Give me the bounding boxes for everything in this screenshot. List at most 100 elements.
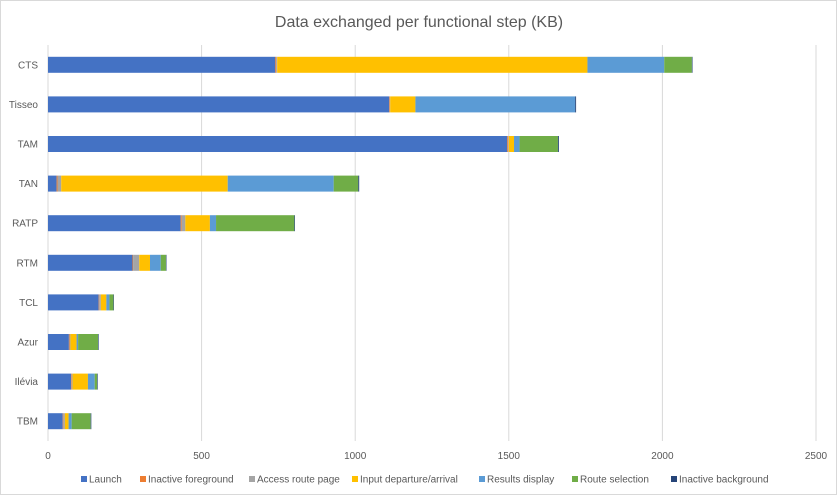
bar-segment bbox=[160, 254, 166, 271]
bar-segment bbox=[507, 136, 509, 152]
bar-segment bbox=[63, 413, 65, 430]
bar-segment bbox=[294, 215, 295, 232]
bar-segment bbox=[90, 413, 92, 430]
bar-segment bbox=[358, 175, 360, 192]
x-tick-label: 0 bbox=[45, 451, 51, 462]
category-label: Azur bbox=[17, 338, 38, 349]
category-label: CTS bbox=[18, 60, 38, 71]
bar-segment bbox=[106, 294, 110, 311]
bar-segment bbox=[276, 56, 278, 73]
legend-label: Inactive foreground bbox=[148, 475, 234, 486]
bar-segment bbox=[48, 175, 57, 192]
legend-swatch bbox=[81, 476, 87, 482]
category-label: TBM bbox=[17, 417, 38, 428]
bar-segment bbox=[514, 136, 520, 152]
category-label: Ilévia bbox=[15, 377, 39, 388]
category-axis: CTS Tisseo TAM TAN RATP RTM TCL Azur Ilévia TBM bbox=[9, 60, 39, 427]
bar-segment bbox=[48, 373, 72, 390]
bar-segment bbox=[113, 294, 114, 311]
legend-swatch bbox=[352, 476, 358, 482]
chart-title: Data exchanged per functional step (KB) bbox=[275, 14, 563, 31]
bar-segment bbox=[227, 175, 334, 192]
bar-segment bbox=[71, 373, 72, 390]
bar-segment bbox=[133, 254, 140, 271]
bar-segment bbox=[78, 334, 99, 350]
bar-segment bbox=[68, 413, 72, 430]
bar-segment bbox=[64, 413, 69, 430]
value-axis: 0 500 1000 1500 2000 2500 bbox=[45, 451, 827, 462]
category-label: TAN bbox=[19, 179, 38, 190]
bars bbox=[48, 56, 693, 430]
x-tick-label: 2500 bbox=[805, 451, 828, 462]
bar-segment bbox=[72, 373, 88, 390]
bar-segment bbox=[48, 136, 508, 152]
bar-segment bbox=[415, 96, 576, 113]
bar-segment bbox=[48, 96, 389, 113]
legend-swatch bbox=[572, 476, 578, 482]
bar-segment bbox=[508, 136, 509, 152]
bar-segment bbox=[664, 56, 692, 73]
bar-segment bbox=[70, 334, 77, 350]
bar-segment bbox=[180, 215, 182, 232]
bar-segment bbox=[62, 413, 64, 430]
category-label: RATP bbox=[12, 219, 38, 230]
bar-segment bbox=[98, 334, 99, 350]
bar-segment bbox=[181, 215, 186, 232]
bar-segment bbox=[87, 373, 95, 390]
legend-swatch bbox=[671, 476, 677, 482]
legend-label: Inactive background bbox=[679, 475, 769, 486]
bar-segment bbox=[389, 96, 391, 113]
bar-segment bbox=[132, 254, 134, 271]
category-label: TAM bbox=[18, 140, 38, 151]
legend-swatch bbox=[140, 476, 146, 482]
bar-segment bbox=[557, 136, 559, 152]
bar-segment bbox=[275, 56, 277, 73]
x-tick-label: 1000 bbox=[344, 451, 367, 462]
legend-label: Results display bbox=[487, 475, 554, 486]
bar-segment bbox=[76, 334, 79, 350]
bar-segment bbox=[48, 413, 63, 430]
bar-segment bbox=[109, 294, 114, 311]
x-tick-label: 2000 bbox=[651, 451, 674, 462]
bar-segment bbox=[277, 56, 588, 73]
legend-swatch bbox=[479, 476, 485, 482]
category-label: RTM bbox=[17, 258, 38, 269]
legend-label: Launch bbox=[89, 475, 122, 486]
legend-label: Route selection bbox=[580, 475, 649, 486]
legend: Launch Inactive foreground Access route pa… bbox=[81, 475, 769, 486]
bar-segment bbox=[691, 56, 693, 73]
bar-segment bbox=[94, 373, 98, 390]
bar-segment bbox=[139, 254, 150, 271]
bar-segment bbox=[165, 254, 167, 271]
bar-segment bbox=[69, 334, 71, 350]
bar-segment bbox=[209, 215, 217, 232]
bar-segment bbox=[100, 294, 107, 311]
bar-segment bbox=[56, 175, 58, 192]
legend-label: Access route page bbox=[257, 475, 340, 486]
bar-segment bbox=[519, 136, 558, 152]
bar-segment bbox=[61, 175, 228, 192]
bar-segment bbox=[575, 96, 577, 113]
bar-segment bbox=[99, 294, 101, 311]
category-label: Tisseo bbox=[9, 100, 39, 111]
bar-segment bbox=[48, 215, 181, 232]
bar-segment bbox=[587, 56, 665, 73]
legend-label: Input departure/arrival bbox=[360, 475, 458, 486]
bar-segment bbox=[71, 413, 91, 430]
bar-segment bbox=[149, 254, 161, 271]
bar-segment bbox=[98, 294, 100, 311]
bar-segment bbox=[97, 373, 98, 390]
bar-segment bbox=[71, 373, 73, 390]
bar-segment bbox=[48, 56, 276, 73]
bar-segment bbox=[508, 136, 515, 152]
bar-segment bbox=[57, 175, 62, 192]
legend-swatch bbox=[249, 476, 255, 482]
x-tick-label: 500 bbox=[193, 451, 210, 462]
bar-segment bbox=[48, 254, 133, 271]
category-label: TCL bbox=[19, 298, 38, 309]
bar-segment bbox=[48, 294, 99, 311]
bar-segment bbox=[216, 215, 295, 232]
bar-segment bbox=[390, 96, 416, 113]
